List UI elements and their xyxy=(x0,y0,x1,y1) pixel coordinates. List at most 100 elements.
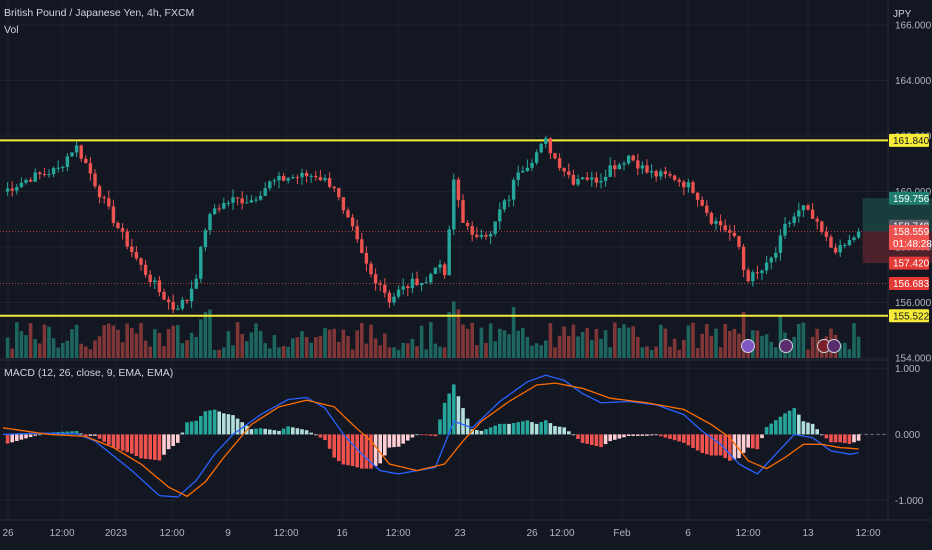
macd-histogram-bar xyxy=(636,434,640,436)
symbol-title[interactable]: British Pound / Japanese Yen, 4h, FXCM xyxy=(4,7,195,19)
macd-histogram-bar xyxy=(447,393,451,435)
horizontal-levels[interactable] xyxy=(0,139,888,317)
macd-histogram-bar xyxy=(608,434,612,442)
candle-body xyxy=(208,214,212,231)
macd-histogram-bar xyxy=(580,434,585,443)
volume-bar xyxy=(291,338,295,358)
lightning-event-icon[interactable] xyxy=(741,339,755,353)
candle-body xyxy=(847,239,852,246)
time-tick-label: 26 xyxy=(526,528,538,539)
time-tick-label: 12:00 xyxy=(735,528,760,539)
volume-bar xyxy=(544,340,548,358)
uk-flag-event-icon[interactable] xyxy=(827,339,841,353)
macd-histogram-bar xyxy=(829,434,833,443)
macd-histogram-bar xyxy=(557,426,562,435)
volume-bar xyxy=(176,325,180,358)
volume-bar xyxy=(728,331,732,358)
candle-body xyxy=(116,222,120,229)
price-label-text: 155.522 xyxy=(893,311,930,322)
uk-flag-event-icon[interactable] xyxy=(779,339,793,353)
volume-bar xyxy=(208,309,212,358)
volume-bar xyxy=(65,340,70,358)
grid-lines xyxy=(0,0,932,521)
macd-histogram-bar xyxy=(268,429,272,435)
candle-body xyxy=(608,165,612,177)
macd-histogram-bar xyxy=(166,434,171,450)
macd-histogram-bar xyxy=(433,434,438,437)
macd-histogram-bar xyxy=(410,434,415,438)
candle-body xyxy=(507,199,511,201)
candle-body xyxy=(373,274,378,284)
volume-bar xyxy=(801,322,806,358)
macd-line xyxy=(2,374,859,498)
event-markers[interactable] xyxy=(741,339,841,353)
macd-histogram-bar xyxy=(33,434,37,436)
candle-body xyxy=(286,178,290,181)
volume-bar xyxy=(111,325,116,358)
candle-body xyxy=(194,278,198,289)
candle-body xyxy=(502,200,507,210)
volume-bar xyxy=(226,331,231,358)
macd-histogram-bar xyxy=(102,434,106,442)
candle-body xyxy=(217,208,221,210)
macd-histogram-bar xyxy=(774,420,778,435)
macd-histogram-bar xyxy=(797,414,801,435)
time-tick-label: 26 xyxy=(2,528,14,539)
macd-histogram-bar xyxy=(654,434,658,436)
volume-bar xyxy=(415,346,419,358)
candle-body xyxy=(580,177,585,180)
candle-body xyxy=(548,138,553,154)
price-tick-label: 164.000 xyxy=(895,76,932,87)
macd-histogram-bar xyxy=(70,431,74,435)
price-tick-label: 154.000 xyxy=(895,354,932,365)
volume-bar xyxy=(585,327,589,358)
candle-body xyxy=(571,174,576,185)
macd-histogram-bar xyxy=(107,434,111,445)
macd-histogram-bar xyxy=(843,434,847,444)
candle-body xyxy=(341,197,346,211)
candle-body xyxy=(424,282,428,284)
macd-histogram-bar xyxy=(15,434,19,441)
macd-histogram-bar xyxy=(217,411,221,435)
volume-bar xyxy=(134,333,139,358)
candle-body xyxy=(212,208,217,215)
volume-bar xyxy=(120,342,125,358)
volume-indicator-label[interactable]: Vol xyxy=(4,24,19,36)
candle-body xyxy=(557,158,562,169)
volume-bar xyxy=(107,323,111,358)
macd-histogram-bar xyxy=(613,434,617,440)
candle-body xyxy=(38,172,42,174)
volume-bar xyxy=(277,347,281,358)
macd-histogram-bar xyxy=(700,434,704,454)
volume-bar xyxy=(764,334,769,358)
volume-bar xyxy=(286,346,290,358)
macd-histogram-bar xyxy=(778,416,783,435)
macd-histogram-bar xyxy=(764,427,769,435)
candle-body xyxy=(516,172,520,180)
candle-body xyxy=(645,165,649,173)
volume-bar xyxy=(203,312,208,358)
volume-bar xyxy=(102,325,106,358)
volume-bar xyxy=(847,349,852,358)
volume-bar xyxy=(231,345,235,358)
macd-indicator-label[interactable]: MACD (12, 26, close, 9, EMA, EMA) xyxy=(4,367,174,379)
candle-body xyxy=(134,251,139,259)
volume-bar xyxy=(465,328,470,358)
price-label-text: 157.420 xyxy=(893,259,930,270)
volume-bar xyxy=(245,341,249,358)
macd-histogram-bar xyxy=(10,434,14,443)
volume-bar xyxy=(769,341,773,358)
candle-body xyxy=(755,272,760,274)
macd-histogram-bar xyxy=(539,422,543,435)
candle-body xyxy=(84,158,88,164)
volume-bar xyxy=(93,340,97,358)
volume-bar xyxy=(686,325,691,358)
macd-histogram-bar xyxy=(88,434,93,436)
volume-bar xyxy=(792,336,796,358)
candle-body xyxy=(309,175,313,177)
macd-histogram-bar xyxy=(392,434,396,448)
macd-histogram-bar xyxy=(626,434,631,436)
price-labels: 161.840159.756158.748158.55901:48:28157.… xyxy=(889,133,932,323)
macd-histogram-bar xyxy=(295,428,300,435)
